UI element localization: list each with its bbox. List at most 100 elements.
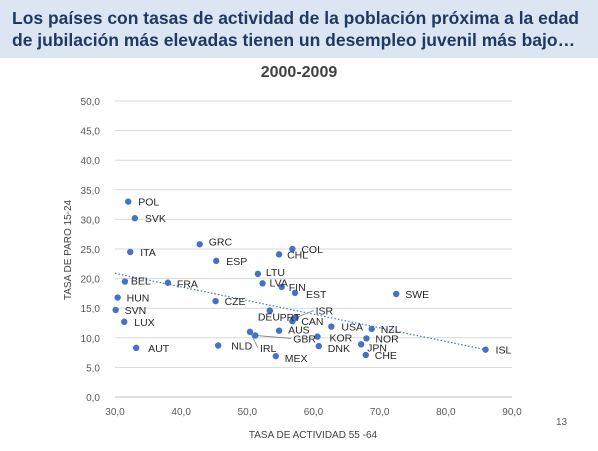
- x-tick-label: 80,0: [436, 407, 456, 418]
- x-tick-label: 50,0: [238, 407, 258, 418]
- point-label-usa: USA: [341, 322, 363, 334]
- data-point-est: [291, 289, 299, 297]
- y-tick-label: 25,0: [81, 245, 101, 256]
- data-points: [112, 198, 489, 360]
- data-point-can: [289, 318, 296, 325]
- y-tick-label: 15,0: [81, 304, 101, 315]
- data-point-jpn: [357, 341, 365, 348]
- point-label-pol: POL: [138, 197, 159, 209]
- data-point-aut: [132, 344, 140, 352]
- point-label-lva: LVA: [270, 277, 288, 289]
- chart-title: 2000-2009: [260, 64, 338, 81]
- data-point-che: [362, 351, 369, 359]
- data-point-ltu: [254, 270, 262, 278]
- point-label-svk: SVK: [145, 213, 166, 225]
- data-point-esp: [213, 257, 220, 265]
- point-label-aus: AUS: [288, 325, 310, 337]
- point-label-nor: NOR: [375, 333, 399, 345]
- point-label-prt: PRT: [280, 312, 301, 324]
- data-point-chl: [275, 251, 283, 258]
- data-point-kor: [314, 333, 321, 340]
- point-label-swe: SWE: [405, 289, 429, 301]
- title-banner: Los países con tasas de actividad de la …: [0, 0, 598, 58]
- x-tick-label: 30,0: [105, 407, 125, 418]
- y-tick-label: 35,0: [81, 186, 101, 197]
- data-point-isl: [482, 346, 489, 353]
- point-label-fin: FIN: [289, 282, 306, 294]
- data-point-aus: [275, 327, 283, 334]
- point-label-dnk: DNK: [328, 343, 350, 355]
- data-point-lux: [121, 318, 128, 326]
- point-label-che: CHE: [375, 350, 397, 362]
- point-label-lux: LUX: [134, 317, 154, 329]
- point-label-mex: MEX: [285, 353, 308, 365]
- data-point-pol: [125, 198, 132, 205]
- point-label-bel: BEL: [131, 276, 151, 288]
- data-point-fin: [278, 283, 285, 291]
- data-point-swe: [393, 290, 400, 298]
- x-tick-label: 70,0: [370, 407, 390, 418]
- data-point-hun: [114, 294, 121, 301]
- page-number: 13: [556, 417, 568, 428]
- point-label-can: CAN: [301, 316, 323, 328]
- data-point-fra: [164, 279, 172, 286]
- point-label-esp: ESP: [226, 256, 247, 268]
- data-point-svk: [131, 215, 139, 222]
- point-label-ita: ITA: [140, 247, 156, 259]
- point-label-grc: GRC: [209, 236, 233, 248]
- data-point-irl: [246, 328, 254, 336]
- point-label-hun: HUN: [127, 293, 150, 305]
- point-label-isr: ISR: [316, 306, 334, 318]
- data-point-lva: [259, 280, 266, 287]
- y-tick-label: 45,0: [81, 127, 101, 138]
- grid-lines: [115, 100, 512, 368]
- point-label-fra: FRA: [177, 279, 198, 291]
- data-point-nzl: [368, 325, 375, 333]
- x-tick-label: 40,0: [171, 407, 191, 418]
- point-label-kor: KOR: [329, 333, 352, 345]
- point-label-deu: DEU: [258, 312, 280, 324]
- y-tick-label: 10,0: [81, 334, 101, 345]
- data-point-cze: [212, 297, 219, 305]
- y-tick-label: 20,0: [81, 275, 101, 286]
- leader-line: [255, 335, 292, 339]
- y-axis-title: TASA DE PARO 15-24: [63, 199, 74, 300]
- data-point-col: [289, 245, 296, 253]
- data-point-ita: [127, 248, 134, 256]
- data-point-bel: [121, 278, 129, 285]
- point-label-ltu: LTU: [266, 267, 285, 279]
- data-point-dnk: [315, 342, 322, 350]
- y-tick-label: 0,0: [86, 393, 100, 404]
- point-label-gbr: GBR: [293, 333, 316, 345]
- trendline-layer: [114, 272, 486, 351]
- point-label-svn: SVN: [125, 305, 147, 317]
- point-label-chl: CHL: [287, 249, 308, 261]
- data-point-nld: [215, 342, 222, 349]
- data-point-grc: [196, 241, 203, 248]
- point-label-jpn: JPN: [367, 342, 387, 354]
- point-label-aut: AUT: [148, 343, 170, 355]
- y-tick-label: 40,0: [81, 156, 101, 167]
- x-tick-label: 90,0: [502, 407, 522, 418]
- data-point-usa: [328, 323, 335, 330]
- trendline: [114, 272, 486, 351]
- data-point-mex: [272, 352, 279, 360]
- data-point-gbr: [252, 332, 259, 339]
- y-tick-label: 50,0: [81, 97, 101, 108]
- point-label-nld: NLD: [231, 340, 252, 352]
- data-point-deu: [266, 307, 274, 314]
- data-point-svn: [112, 306, 119, 314]
- point-label-cze: CZE: [225, 296, 246, 308]
- point-label-isl: ISL: [496, 345, 512, 357]
- x-axis-title: TASA DE ACTIVIDAD 55 -64: [249, 430, 378, 441]
- leader-line: [295, 310, 314, 319]
- point-label-irl: IRL: [260, 343, 277, 355]
- point-label-col: COL: [301, 244, 323, 256]
- x-tick-label: 60,0: [304, 407, 324, 418]
- axes: 0,0 5,0 10,0 15,0 20,0 25,0 30,0 35,0 40,0 45,0 50…: [81, 97, 523, 418]
- point-label-nzl: NZL: [381, 324, 401, 336]
- data-point-nor: [363, 335, 370, 342]
- slide-headline: Los países con tasas de actividad de la …: [12, 8, 579, 50]
